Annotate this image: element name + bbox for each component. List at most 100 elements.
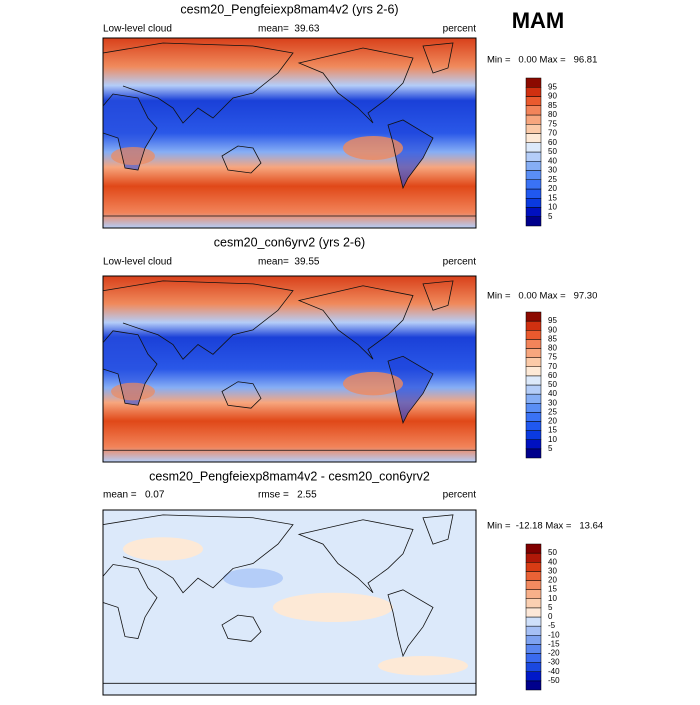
colorbar-box bbox=[525, 207, 542, 217]
colorbar-box bbox=[525, 589, 542, 599]
colorbar-label: 20 bbox=[548, 184, 557, 193]
colorbar-box bbox=[525, 77, 542, 88]
panel-title: cesm20_Pengfeiexp8mam4v2 (yrs 2-6) bbox=[180, 2, 398, 16]
colorbar-label: 25 bbox=[548, 175, 557, 184]
colorbar-label: 5 bbox=[548, 444, 553, 453]
colorbar-box bbox=[525, 580, 542, 590]
colorbar-label: 30 bbox=[548, 398, 557, 407]
min-max-label: Min = -12.18 Max = 13.64 bbox=[487, 521, 603, 532]
colorbar-box bbox=[525, 653, 542, 663]
colorbar-label: 5 bbox=[548, 603, 553, 612]
colorbar-label: 0 bbox=[548, 612, 553, 621]
colorbar-box bbox=[525, 562, 542, 572]
colorbar-label: 15 bbox=[548, 193, 557, 202]
map-frame bbox=[102, 37, 477, 229]
colorbar-label: 10 bbox=[548, 435, 557, 444]
colorbar-label: 95 bbox=[548, 82, 557, 91]
min-max-label: Min = 0.00 Max = 96.81 bbox=[487, 55, 597, 66]
colorbar-label: 50 bbox=[548, 548, 557, 557]
colorbar-box bbox=[525, 671, 542, 682]
left-label: mean = 0.07 bbox=[103, 490, 165, 501]
panel-title: cesm20_Pengfeiexp8mam4v2 - cesm20_con6yr… bbox=[149, 469, 430, 483]
colorbar-box bbox=[525, 311, 542, 322]
colorbar-label: -40 bbox=[548, 667, 560, 676]
colorbar-box bbox=[525, 393, 542, 404]
colorbar-box bbox=[525, 124, 542, 134]
colorbar-box bbox=[525, 348, 542, 358]
center-label: rmse = 2.55 bbox=[258, 490, 317, 501]
colorbar-box bbox=[525, 198, 542, 208]
colorbar-label: -30 bbox=[548, 658, 560, 667]
colorbar-label: 75 bbox=[548, 353, 557, 362]
colorbar-label: 50 bbox=[548, 147, 557, 156]
season-title: MAM bbox=[512, 8, 565, 33]
colorbar-box bbox=[525, 320, 542, 331]
colorbar-box bbox=[525, 607, 542, 618]
colorbar-box bbox=[525, 87, 542, 97]
colorbar-box bbox=[525, 105, 542, 116]
colorbar-label: 60 bbox=[548, 371, 557, 380]
min-max-label: Min = 0.00 Max = 97.30 bbox=[487, 291, 597, 302]
colorbar-label: 20 bbox=[548, 576, 557, 585]
colorbar-box bbox=[525, 96, 542, 106]
colorbar-label: 40 bbox=[548, 557, 557, 566]
colorbar-box bbox=[525, 366, 542, 377]
units-label: percent bbox=[443, 257, 477, 268]
colorbar-label: 10 bbox=[548, 203, 557, 212]
colorbar-label: -15 bbox=[548, 639, 560, 648]
map bbox=[103, 38, 476, 228]
colorbar-label: 30 bbox=[548, 566, 557, 575]
colorbar-box bbox=[525, 680, 542, 691]
colorbar-box bbox=[525, 644, 542, 654]
left-label: Low-level cloud bbox=[103, 24, 172, 35]
colorbar-label: -50 bbox=[548, 676, 560, 685]
map bbox=[103, 276, 476, 462]
colorbar-box bbox=[525, 170, 542, 180]
colorbar-label: 85 bbox=[548, 334, 557, 343]
colorbar-box bbox=[525, 635, 542, 645]
colorbar-label: 15 bbox=[548, 585, 557, 594]
left-label: Low-level cloud bbox=[103, 257, 172, 268]
colorbar-label: 20 bbox=[548, 417, 557, 426]
colorbar-box bbox=[525, 375, 542, 386]
colorbar-box bbox=[525, 543, 542, 554]
map bbox=[103, 510, 476, 695]
units-label: percent bbox=[443, 490, 477, 501]
colorbar-label: 80 bbox=[548, 344, 557, 353]
colorbar-box bbox=[525, 412, 542, 422]
colorbar-box bbox=[525, 662, 542, 672]
colorbar-label: 75 bbox=[548, 119, 557, 128]
colorbar-box bbox=[525, 616, 542, 627]
colorbar-label: 25 bbox=[548, 407, 557, 416]
colorbar-box bbox=[525, 339, 542, 349]
colorbar-box bbox=[525, 598, 542, 609]
colorbar-box bbox=[525, 448, 542, 459]
center-label: mean= 39.63 bbox=[258, 24, 320, 35]
center-label: mean= 39.55 bbox=[258, 257, 320, 268]
colorbar-box bbox=[525, 357, 542, 367]
colorbar-label: -20 bbox=[548, 649, 560, 658]
colorbar-label: 90 bbox=[548, 92, 557, 101]
colorbar-label: 70 bbox=[548, 129, 557, 138]
colorbar-box bbox=[525, 188, 542, 199]
colorbar-label: 95 bbox=[548, 316, 557, 325]
colorbar-box bbox=[525, 421, 542, 431]
colorbar-box bbox=[525, 625, 542, 636]
map-frame bbox=[102, 509, 477, 696]
colorbar-label: 70 bbox=[548, 362, 557, 371]
colorbar-box bbox=[525, 552, 542, 563]
colorbar-label: 10 bbox=[548, 594, 557, 603]
colorbar-box bbox=[525, 133, 542, 143]
colorbar-box bbox=[525, 216, 542, 227]
colorbar-label: 50 bbox=[548, 380, 557, 389]
colorbar-label: 85 bbox=[548, 101, 557, 110]
colorbar-box bbox=[525, 571, 542, 581]
colorbar-label: 15 bbox=[548, 426, 557, 435]
colorbar-box bbox=[525, 161, 542, 171]
colorbar-label: -5 bbox=[548, 621, 556, 630]
colorbar-box bbox=[525, 179, 542, 190]
colorbar-box bbox=[525, 384, 542, 395]
colorbar-box bbox=[525, 403, 542, 413]
colorbar-label: 80 bbox=[548, 110, 557, 119]
